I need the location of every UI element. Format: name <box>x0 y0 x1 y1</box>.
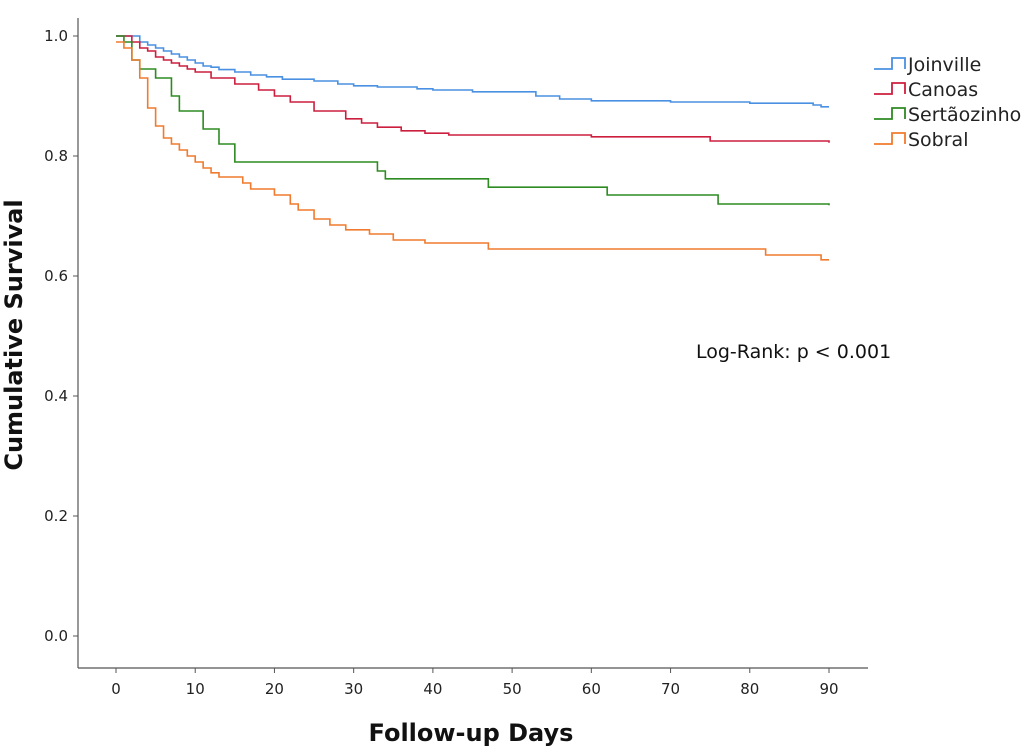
legend-label-joinville: Joinville <box>907 54 981 76</box>
x-axis-title: Follow-up Days <box>369 719 574 747</box>
legend-swatch-sobral <box>874 132 906 145</box>
logrank-annotation: Log-Rank: p < 0.001 <box>696 341 891 363</box>
legend-label-sertaozinho: Sertãozinho <box>908 104 1021 126</box>
y-tick-label: 0.4 <box>44 387 68 405</box>
x-tick-label: 20 <box>265 680 284 698</box>
x-tick-label: 80 <box>740 680 759 698</box>
axes-group: 0 10 20 30 40 50 60 70 80 90 0.0 0.2 0.4 0.6 0.8 1.0 <box>44 18 868 698</box>
legend-swatch-joinville <box>874 57 906 70</box>
x-tick-label: 60 <box>582 680 601 698</box>
y-tick-label: 1.0 <box>44 27 68 45</box>
x-tick-label: 0 <box>111 680 121 698</box>
legend: Joinville Canoas Sertãozinho Sobral <box>874 54 1021 151</box>
x-tick-label: 90 <box>819 680 838 698</box>
x-tick-label: 40 <box>423 680 442 698</box>
series-line-sobral <box>116 41 829 261</box>
series-line-joinville <box>116 35 829 108</box>
x-tick-label: 50 <box>503 680 522 698</box>
legend-label-sobral: Sobral <box>908 129 968 151</box>
y-tick-label: 0.0 <box>44 627 68 645</box>
y-tick-label: 0.8 <box>44 147 68 165</box>
legend-swatch-sertaozinho <box>874 107 906 120</box>
y-tick-label: 0.2 <box>44 507 68 525</box>
legend-label-canoas: Canoas <box>908 79 978 101</box>
y-axis-title: Cumulative Survival <box>0 199 28 470</box>
x-tick-label: 10 <box>186 680 205 698</box>
legend-swatch-canoas <box>874 82 906 95</box>
plot-lines-group <box>116 35 830 261</box>
series-line-canoas <box>116 35 830 143</box>
x-tick-label: 30 <box>344 680 363 698</box>
x-tick-label: 70 <box>661 680 680 698</box>
y-tick-label: 0.6 <box>44 267 68 285</box>
